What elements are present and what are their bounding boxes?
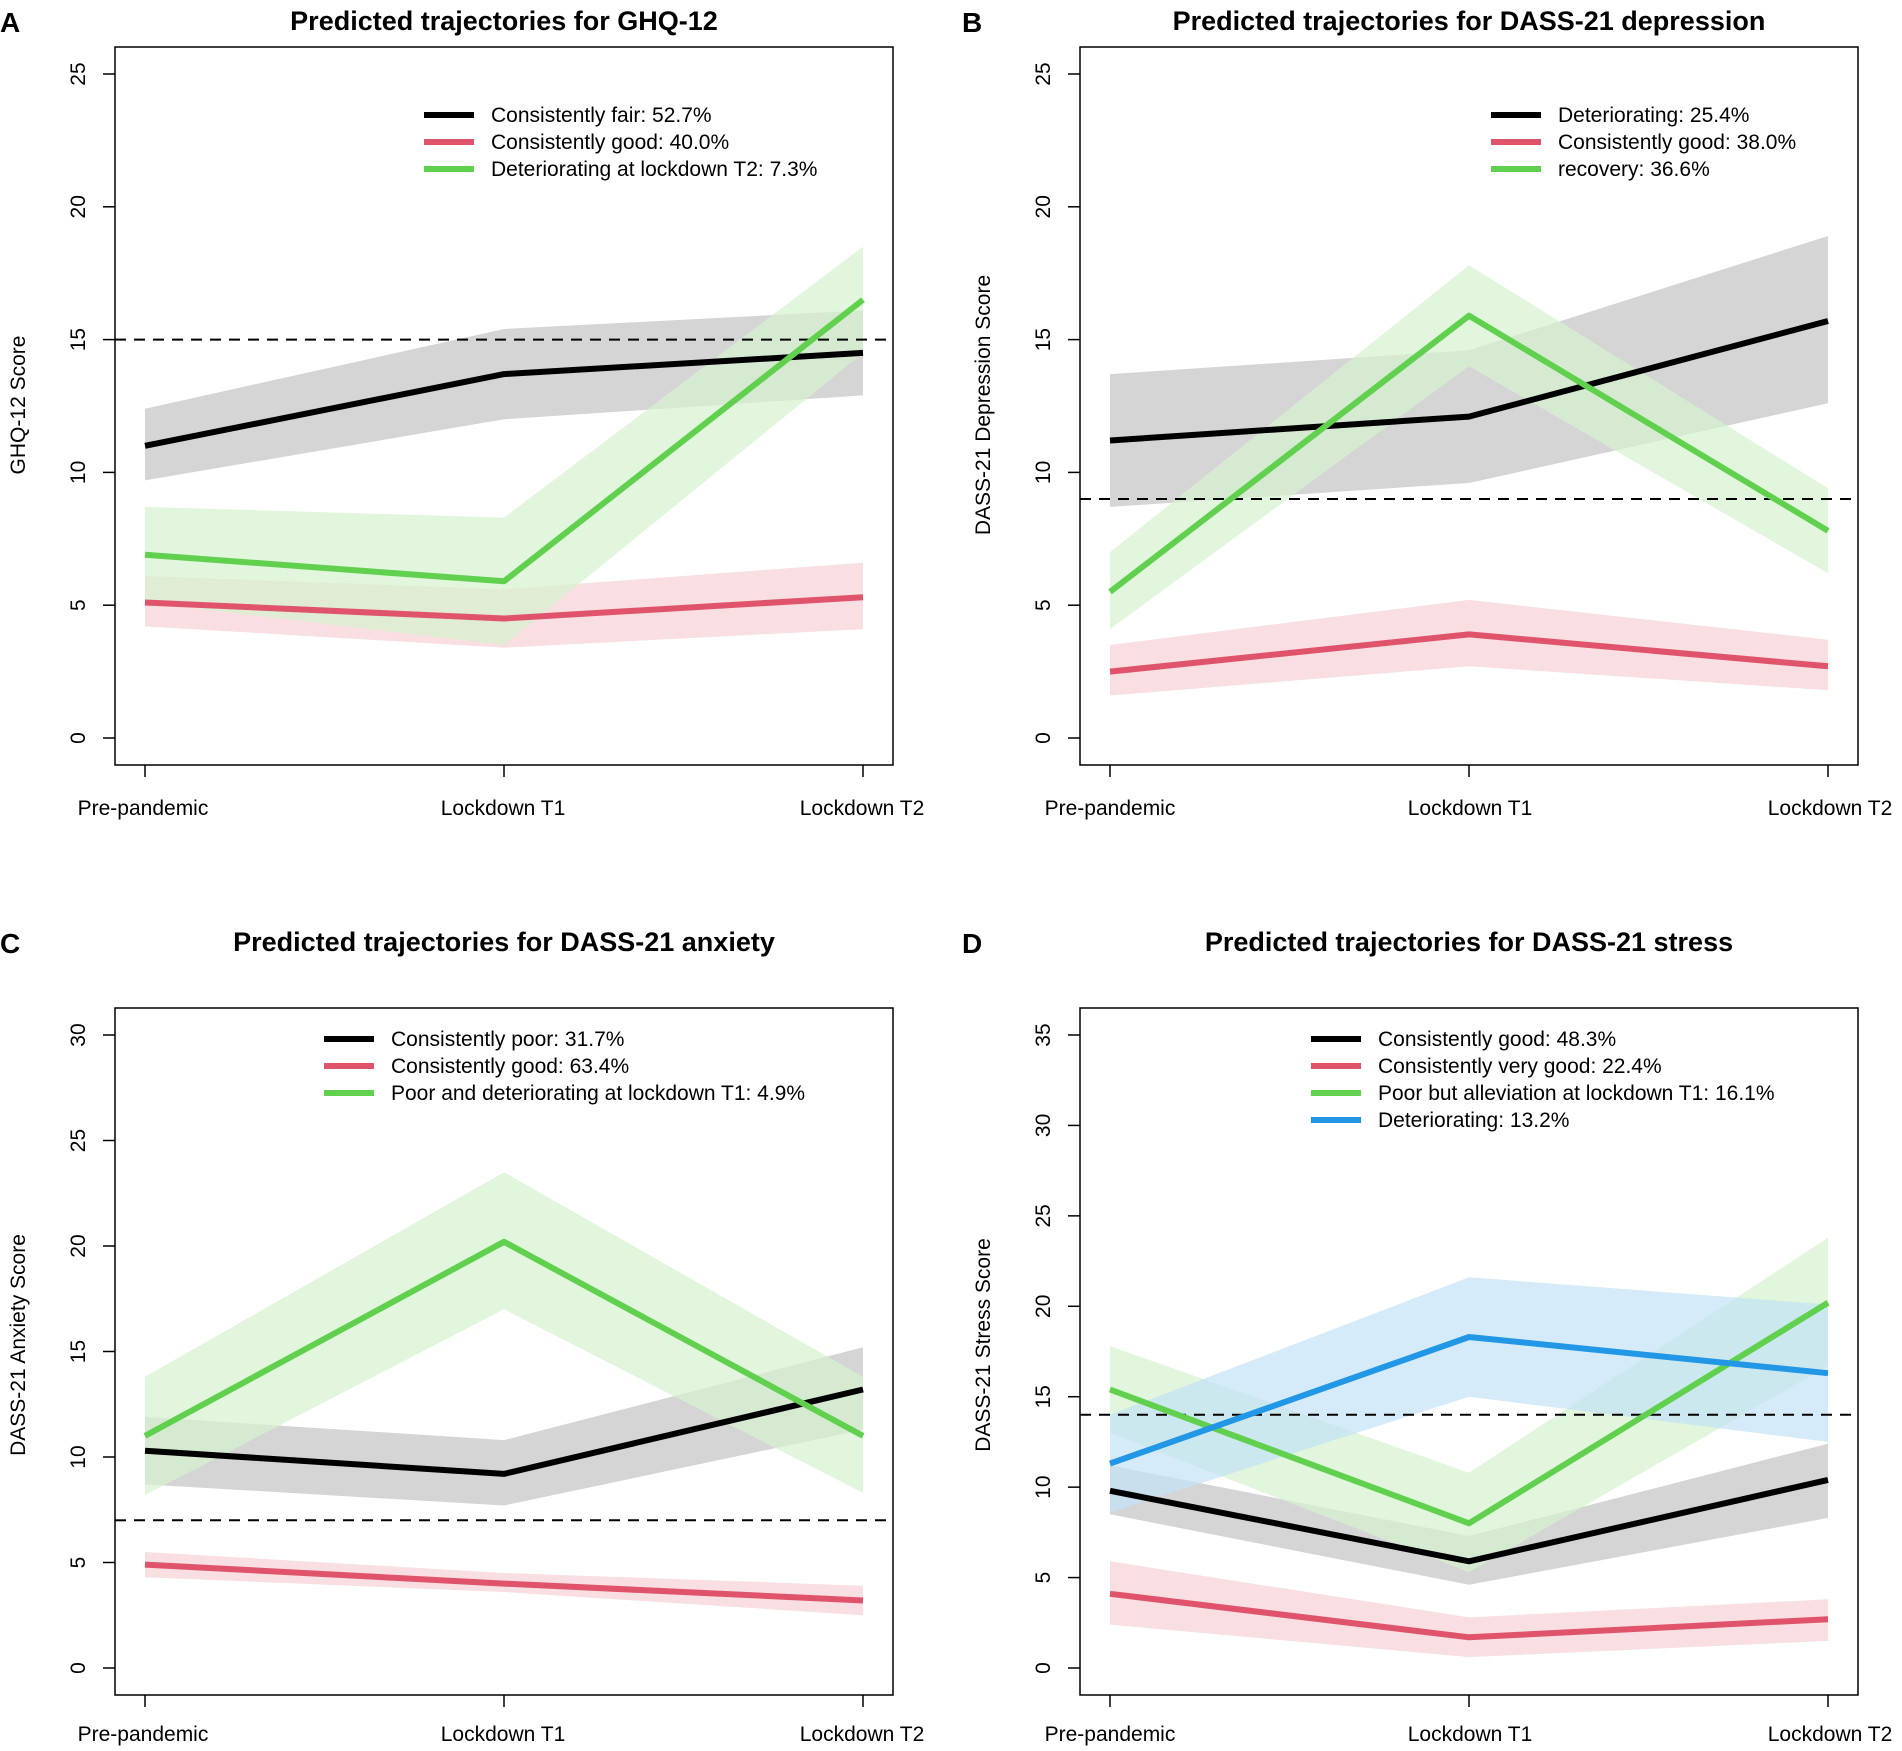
panel-b-ylabel: DASS-21 Depression Score (972, 275, 995, 535)
panel-c-ytick-label-25: 25 (67, 1129, 90, 1152)
panel-c-ytick-label-0: 0 (67, 1662, 90, 1674)
panel-b: B Predicted trajectories for DASS-21 depr… (962, 6, 1892, 820)
panel-b-line-red (1109, 631, 1829, 675)
panel-a-ylabel: GHQ-12 Score (7, 336, 30, 475)
panel-a-ytick-label-15: 15 (67, 328, 90, 351)
panel-a-xtick-label-0: Pre-pandemic (78, 797, 209, 820)
panel-d-line-blue (1109, 1334, 1829, 1467)
panel-d-band-green (1110, 1237, 1828, 1573)
panel-c-ytick-label-20: 20 (67, 1234, 90, 1257)
panel-c-band-green (145, 1172, 863, 1495)
panel-b-ytick-label-0: 0 (1032, 732, 1055, 744)
panel-d-ytick-label-5: 5 (1032, 1572, 1055, 1584)
panel-a-line-black (144, 349, 864, 449)
panel-b-line-green (1108, 312, 1830, 595)
panel-b-legend-label-red: Consistently good: 38.0% (1558, 131, 1796, 154)
panel-c-line-black (144, 1386, 864, 1477)
panel-b-ytick-label-15: 15 (1032, 328, 1055, 351)
panel-c-ylabel: DASS-21 Anxiety Score (7, 1234, 30, 1456)
panel-b-ytick-label-5: 5 (1032, 599, 1055, 611)
panel-a-ytick-label-25: 25 (67, 62, 90, 85)
panel-b-xtick-label-0: Pre-pandemic (1045, 797, 1176, 820)
panel-c-band-black (145, 1347, 863, 1506)
panel-a-line-green (144, 297, 865, 585)
panel-d-ylabel: DASS-21 Stress Score (972, 1238, 995, 1452)
panel-a: A Predicted trajectories for GHQ-12 0 5 10 15… (0, 6, 924, 820)
panel-a-ytick-label-10: 10 (67, 461, 90, 484)
panel-d-xtick-label-0: Pre-pandemic (1045, 1723, 1176, 1746)
panel-a-band-black (145, 310, 863, 481)
panel-a-ytick-label-20: 20 (67, 195, 90, 218)
panel-d-ytick-label-10: 10 (1032, 1475, 1055, 1498)
panel-c: C Predicted trajectories for DASS-21 anxi… (0, 927, 924, 1746)
panel-a-title: Predicted trajectories for GHQ-12 (290, 6, 718, 36)
panel-d-title: Predicted trajectories for DASS-21 stres… (1205, 927, 1733, 957)
panel-c-legend-label-black: Consistently poor: 31.7% (391, 1028, 624, 1051)
panel-d-line-red (1109, 1590, 1829, 1641)
panel-d-line-green (1108, 1300, 1830, 1527)
panel-c-letter: C (0, 928, 20, 959)
panel-b-legend-label-green: recovery: 36.6% (1558, 158, 1710, 181)
panel-c-ytick-label-15: 15 (67, 1340, 90, 1363)
panel-b-xtick-label-2: Lockdown T2 (1768, 797, 1893, 820)
panel-d-legend-label-blue: Deteriorating: 13.2% (1378, 1109, 1569, 1132)
panel-b-letter: B (962, 7, 982, 38)
panel-c-title: Predicted trajectories for DASS-21 anxie… (233, 927, 775, 957)
panel-d-band-black (1110, 1443, 1828, 1585)
panel-c-ytick-label-30: 30 (67, 1023, 90, 1046)
panel-c-legend-label-red: Consistently good: 63.4% (391, 1055, 629, 1078)
panel-c-ytick-label-10: 10 (67, 1445, 90, 1468)
panel-a-xtick-label-2: Lockdown T2 (800, 797, 925, 820)
panel-d-line-black (1109, 1476, 1829, 1565)
panel-d-legend-label-black: Consistently good: 48.3% (1378, 1028, 1616, 1051)
panel-d: D Predicted trajectories for DASS-21 stre… (962, 927, 1892, 1746)
panel-b-title: Predicted trajectories for DASS-21 depre… (1173, 6, 1766, 36)
panel-d-ytick-label-25: 25 (1032, 1204, 1055, 1227)
panel-c-xtick-label-0: Pre-pandemic (78, 1723, 209, 1746)
panel-d-ytick-label-20: 20 (1032, 1295, 1055, 1318)
panel-c-xtick-label-2: Lockdown T2 (800, 1723, 925, 1746)
panel-b-ytick-label-10: 10 (1032, 461, 1055, 484)
panel-c-legend-label-green: Poor and deteriorating at lockdown T1: 4… (391, 1082, 805, 1105)
panel-c-ytick-label-5: 5 (67, 1557, 90, 1569)
panel-a-xtick-label-1: Lockdown T1 (441, 797, 566, 820)
panel-d-letter: D (962, 928, 982, 959)
panel-d-legend-label-green: Poor but alleviation at lockdown T1: 16.… (1378, 1082, 1775, 1105)
panel-b-xtick-label-1: Lockdown T1 (1408, 797, 1533, 820)
panel-a-line-red (144, 594, 864, 622)
panel-d-legend-label-red: Consistently very good: 22.4% (1378, 1055, 1662, 1078)
panel-c-line-red (144, 1561, 864, 1604)
panel-b-line-black (1109, 318, 1829, 444)
panel-a-legend-label-red: Consistently good: 40.0% (491, 131, 729, 154)
panel-a-band-green (145, 246, 863, 645)
panel-d-band-red (1110, 1561, 1828, 1658)
panel-b-ytick-label-25: 25 (1032, 62, 1055, 85)
panel-b-band-red (1110, 599, 1828, 696)
panel-d-ytick-label-35: 35 (1032, 1023, 1055, 1046)
panel-d-ytick-label-15: 15 (1032, 1385, 1055, 1408)
panel-c-line-green (143, 1238, 865, 1439)
panel-d-ytick-label-30: 30 (1032, 1114, 1055, 1137)
panel-b-ytick-label-20: 20 (1032, 195, 1055, 218)
panel-d-xtick-label-2: Lockdown T2 (1768, 1723, 1893, 1746)
panel-a-ytick-label-0: 0 (67, 732, 90, 744)
panel-d-ytick-label-0: 0 (1032, 1662, 1055, 1674)
panel-d-xtick-label-1: Lockdown T1 (1408, 1723, 1533, 1746)
panel-a-legend-label-black: Consistently fair: 52.7% (491, 104, 712, 127)
panel-c-xtick-label-1: Lockdown T1 (441, 1723, 566, 1746)
panel-b-legend-label-black: Deteriorating: 25.4% (1558, 104, 1749, 127)
panel-a-legend-label-green: Deteriorating at lockdown T2: 7.3% (491, 158, 817, 181)
panel-a-ytick-label-5: 5 (67, 599, 90, 611)
panel-a-letter: A (0, 7, 20, 38)
